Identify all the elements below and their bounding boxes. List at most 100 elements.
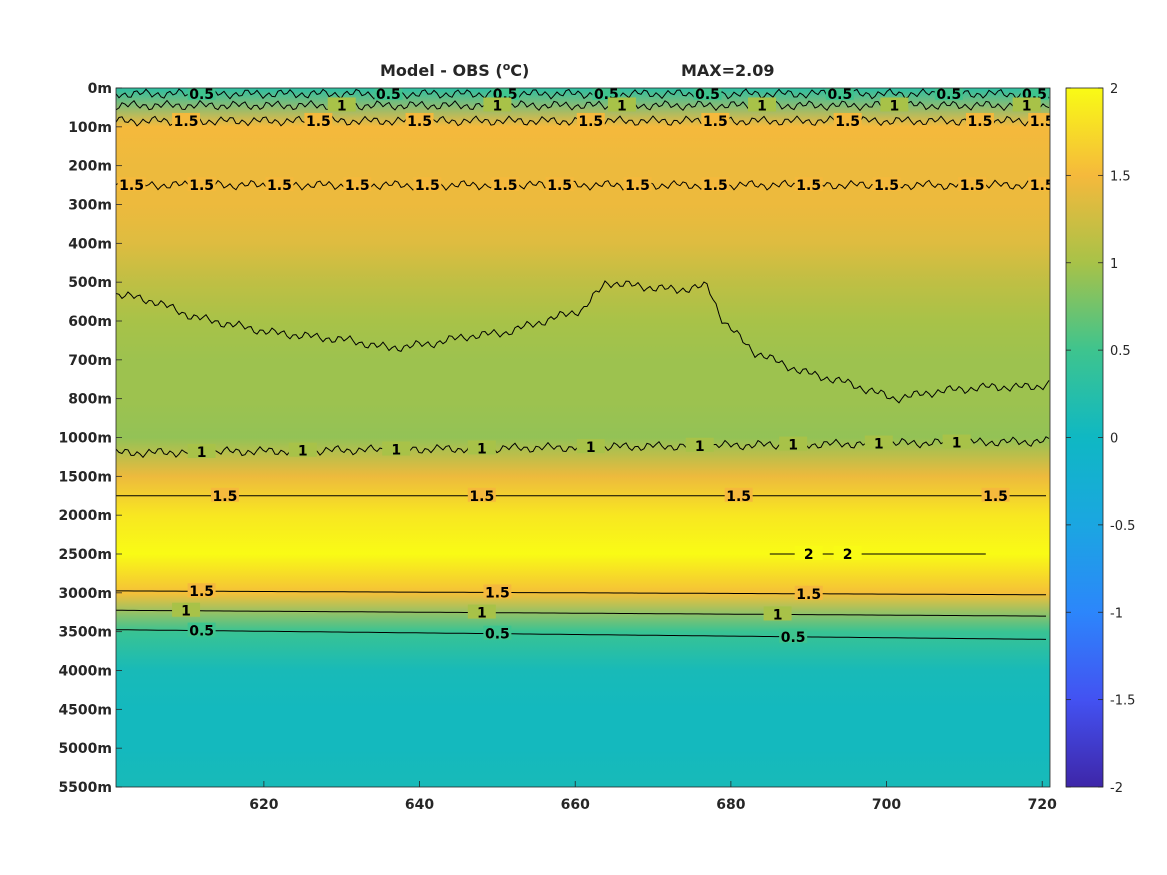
contour-label: 1.5: [306, 114, 331, 130]
contour-label-bg: [981, 487, 1010, 502]
contour-label-bg: [965, 113, 994, 128]
contour-label: 1: [757, 98, 767, 114]
colorbar-tick-label: -1.5: [1110, 694, 1135, 709]
svg-text:Model - OBS (oC): Model - OBS (oC): [380, 60, 529, 80]
contour-label-bg: [724, 487, 753, 502]
max-annotation: MAX=2.09: [681, 61, 775, 80]
contour-label-bg: [405, 113, 434, 128]
y-tick-label: 400m: [68, 236, 112, 252]
heatmap-field: [116, 88, 1050, 787]
contour-label: 1.5: [119, 178, 144, 194]
contour-line: [116, 88, 1050, 100]
plot-area: 0.5 0.5 0.5 0.5 0.5 0.5 0.5 0.51 1 1 1 1 11.5 1.5 1.5 1…: [115, 87, 1055, 788]
contour-label: 1.5: [578, 114, 603, 130]
contour-label: 1.5: [703, 114, 728, 130]
contour-line: [116, 280, 1050, 404]
colorbar-gradient: [1065, 87, 1104, 788]
contour-label: 1.5: [960, 178, 985, 194]
contour-label-bg: [304, 113, 333, 128]
contour-label-bg: [685, 437, 714, 452]
title-unit: C): [510, 61, 529, 80]
contour-label-bg: [934, 88, 963, 100]
contour-label: 0.5: [781, 630, 806, 646]
title-prefix: Model - OBS (: [380, 61, 503, 80]
contour-label: 1.5: [625, 178, 650, 194]
contour-label-bg: [748, 97, 777, 112]
contour-label: 0.5: [189, 624, 214, 640]
contour-label-bg: [576, 113, 605, 128]
contour-label: 1.5: [796, 178, 821, 194]
contour-label-bg: [117, 177, 146, 192]
contour-lines: 0.5 0.5 0.5 0.5 0.5 0.5 0.5 0.51 1 1 1 1 11.5 1.5 1.5 1…: [116, 87, 1055, 646]
y-tick-label: 5500m: [58, 780, 112, 796]
y-tick-label: 100m: [68, 120, 112, 136]
contour-label-bg: [187, 177, 216, 192]
contour-label: 1: [298, 444, 308, 460]
colorbar-tick-label: -2: [1110, 781, 1123, 796]
contour-label: 1.5: [703, 178, 728, 194]
contour-label: 1.5: [174, 114, 199, 130]
colorbar-tick-label: -0.5: [1110, 519, 1135, 534]
contour-label: 1: [586, 440, 596, 456]
contour-label-bg: [210, 487, 239, 502]
contour-label: 1: [337, 98, 347, 114]
y-tick-label: 4000m: [58, 664, 112, 680]
contour-label: 1: [788, 438, 798, 454]
y-tick-label: 500m: [68, 275, 112, 291]
contour-label: 1.5: [267, 178, 292, 194]
contour-label-bg: [483, 97, 512, 112]
contour-label: 1.5: [1030, 178, 1055, 194]
y-tick-label: 700m: [68, 353, 112, 369]
contour-label-bg: [779, 436, 808, 451]
contour-label: 0.5: [189, 87, 214, 103]
contour-label: 1: [617, 98, 627, 114]
contour-label: 1: [181, 604, 191, 620]
y-tick-label: 2000m: [58, 508, 112, 524]
contour-label: 1: [695, 439, 705, 455]
contour-label-bg: [1012, 97, 1041, 112]
contour-label: 0.5: [936, 87, 961, 103]
contour-label-bg: [833, 546, 862, 560]
contour-label-bg: [763, 606, 792, 621]
contour-label-bg: [491, 177, 520, 192]
colorbar-tick-label: 1: [1110, 257, 1118, 272]
contour-label-bg: [779, 628, 808, 643]
contour-label-bg: [1028, 177, 1050, 192]
colorbar-tick-label: 2: [1110, 82, 1118, 97]
contour-label-bg: [794, 585, 823, 600]
contour-label: 1.5: [485, 585, 510, 601]
contour-label: 1.5: [189, 178, 214, 194]
contour-label-bg: [942, 434, 971, 449]
x-tick-label: 620: [249, 797, 278, 813]
contour-label: 1: [477, 606, 487, 622]
y-tick-label: 0m: [88, 81, 112, 97]
contour-label: 1.5: [1030, 114, 1055, 130]
contour-label-bg: [265, 177, 294, 192]
contour-label: 1.5: [796, 587, 821, 603]
x-tick-label: 680: [716, 797, 745, 813]
contour-label: 1.5: [345, 178, 370, 194]
contour-label-bg: [607, 97, 636, 112]
y-tick-label: 1000m: [58, 431, 112, 447]
contour-label: 1.5: [415, 178, 440, 194]
contour-label: 1.5: [547, 178, 572, 194]
contour-label-bg: [825, 88, 854, 100]
colorbar-tick-label: 0.5: [1110, 344, 1131, 359]
y-tick-label: 2500m: [58, 547, 112, 563]
contour-label: 0.5: [827, 87, 852, 103]
contour-label: 1.5: [968, 114, 993, 130]
y-tick-label: 1500m: [58, 469, 112, 485]
y-axis: 0m 100m 200m 300m 400m 500m 600m 700m 800m 1000m 1…: [58, 81, 122, 796]
contour-label-bg: [374, 88, 403, 100]
colorbar-tick-label: -1: [1110, 606, 1123, 621]
title-superscript: o: [503, 60, 511, 73]
contour-label: 1.5: [874, 178, 899, 194]
contour-label-bg: [483, 584, 512, 599]
contour-label-bg: [382, 441, 411, 456]
contour-label: 1: [952, 436, 962, 452]
contour-label-bg: [187, 443, 216, 458]
contour-label: 0.5: [695, 87, 720, 103]
x-tick-label: 660: [561, 797, 590, 813]
contour-line: [116, 590, 1047, 596]
contour-label-bg: [288, 442, 317, 457]
